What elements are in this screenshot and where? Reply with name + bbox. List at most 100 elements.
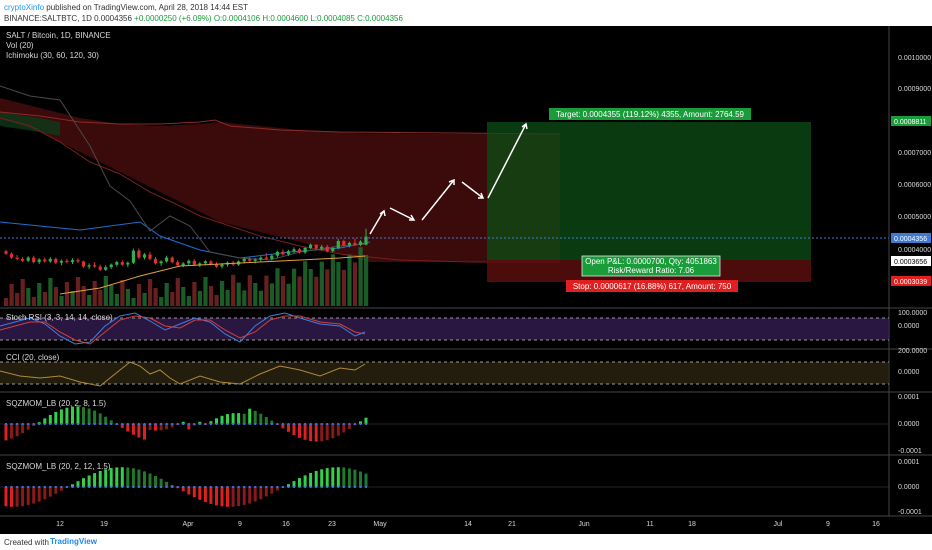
sqz1-tick: -0.0001	[898, 448, 922, 455]
volume-bar	[4, 298, 9, 306]
squeeze-dot	[38, 486, 41, 488]
candle-body	[21, 258, 25, 261]
candle-body	[131, 250, 135, 263]
volume-bar	[341, 269, 346, 306]
volume-bar	[15, 293, 20, 306]
momentum-bar	[298, 424, 301, 438]
price-tick: 0.0009000	[898, 86, 931, 93]
squeeze-dot	[198, 423, 201, 425]
momentum-bar	[165, 481, 169, 487]
squeeze-dot	[176, 486, 179, 488]
volume-bar	[159, 297, 164, 306]
arrow-segment	[461, 181, 484, 199]
volume-bar	[208, 286, 214, 306]
momentum-bar	[253, 410, 257, 424]
squeeze-dot	[154, 486, 157, 488]
squeeze-dot	[204, 486, 207, 488]
volume-bar	[258, 290, 263, 306]
author-link[interactable]: cryptoXinfo	[4, 3, 45, 12]
ohlc-line: BINANCE:SALTBTC, 1D 0.0004356 +0.0000250…	[4, 14, 403, 23]
current-badge-bg	[891, 233, 931, 243]
candle-body	[4, 251, 8, 254]
candle-body	[292, 249, 296, 252]
volume-bar	[319, 261, 324, 306]
squeeze-dot	[304, 486, 307, 488]
momentum-bar	[148, 473, 152, 487]
momentum-bar	[325, 468, 329, 487]
candle-body	[264, 257, 268, 259]
candle-body	[192, 260, 196, 265]
volume-bar	[314, 276, 319, 306]
squeeze-dot	[93, 486, 96, 488]
squeeze-dot	[287, 486, 290, 488]
squeeze-dot	[320, 423, 323, 425]
entry-badge: 0.0003656	[894, 259, 927, 266]
open-pnl-bg	[581, 255, 721, 277]
sqz2-tick: -0.0001	[898, 509, 922, 516]
squeeze-dot	[160, 423, 163, 425]
arrow-segment	[421, 179, 455, 221]
candle-body	[65, 260, 69, 263]
projection-arrows	[369, 122, 528, 235]
volume-bar	[31, 297, 36, 306]
symbol-label: BINANCE:SALTBTC, 1D	[4, 14, 92, 23]
time-tick: 9	[826, 521, 830, 528]
arrow-head	[379, 209, 386, 217]
squeeze-dot	[259, 423, 262, 425]
squeeze-dot	[348, 423, 351, 425]
chart-svg[interactable]: Target: 0.0004355 (119.12%) 4355, Amount…	[0, 26, 932, 534]
squeeze-dot	[115, 486, 118, 488]
momentum-bar	[314, 424, 318, 442]
squeeze-dot	[342, 486, 345, 488]
squeeze-dot	[243, 423, 246, 425]
volume-bar	[186, 296, 191, 306]
momentum-bar	[264, 417, 268, 424]
momentum-bar	[21, 424, 25, 434]
squeeze-dot	[281, 486, 284, 488]
momentum-bar	[32, 487, 36, 504]
candle-body	[342, 241, 346, 246]
momentum-bar	[270, 420, 274, 424]
candle-body	[358, 241, 363, 245]
momentum-bar	[359, 421, 362, 424]
candles	[4, 228, 368, 271]
price-tick: 0.0005000	[898, 214, 931, 221]
momentum-bar	[131, 468, 135, 487]
arrow-head	[448, 178, 455, 185]
squeeze-dot	[110, 423, 113, 425]
momentum-bar	[215, 418, 218, 424]
target-label: Target: 0.0004355 (119.12%) 4355, Amount…	[556, 110, 745, 119]
squeeze-dot	[293, 486, 295, 488]
squeeze-dot	[304, 423, 307, 425]
squeeze-dot	[121, 486, 124, 488]
volume-bar	[92, 281, 97, 306]
time-tick: 14	[464, 521, 472, 528]
volume-bar	[225, 290, 230, 306]
candle-body	[248, 258, 252, 261]
candle-body	[120, 262, 124, 265]
candle-body	[275, 251, 279, 256]
publish-line: cryptoXinfo published on TradingView.com…	[4, 3, 248, 12]
squeeze-dot	[65, 423, 68, 425]
candle-body	[281, 251, 285, 255]
momentum-bar	[87, 408, 91, 424]
candle-body	[87, 265, 91, 267]
squeeze-dot	[60, 486, 63, 488]
momentum-bar	[303, 424, 307, 440]
squeeze-dot	[337, 486, 340, 488]
volume-bar	[364, 255, 369, 306]
squeeze-dot	[82, 423, 85, 425]
stoch-band	[0, 318, 889, 340]
volume-bar	[87, 295, 92, 306]
squeeze-dot	[331, 486, 334, 488]
squeeze-dot	[348, 486, 351, 488]
time-tick: 19	[100, 521, 108, 528]
volume-bar	[9, 284, 14, 306]
chart-area[interactable]: Target: 0.0004355 (119.12%) 4355, Amount…	[0, 26, 932, 534]
squeeze-dot	[143, 423, 146, 425]
ema-line	[59, 255, 366, 295]
volume-bar	[286, 283, 291, 306]
candle-body	[115, 262, 119, 265]
squeeze-dot	[49, 486, 52, 488]
tradingview-logo[interactable]: TradingView	[50, 537, 97, 546]
